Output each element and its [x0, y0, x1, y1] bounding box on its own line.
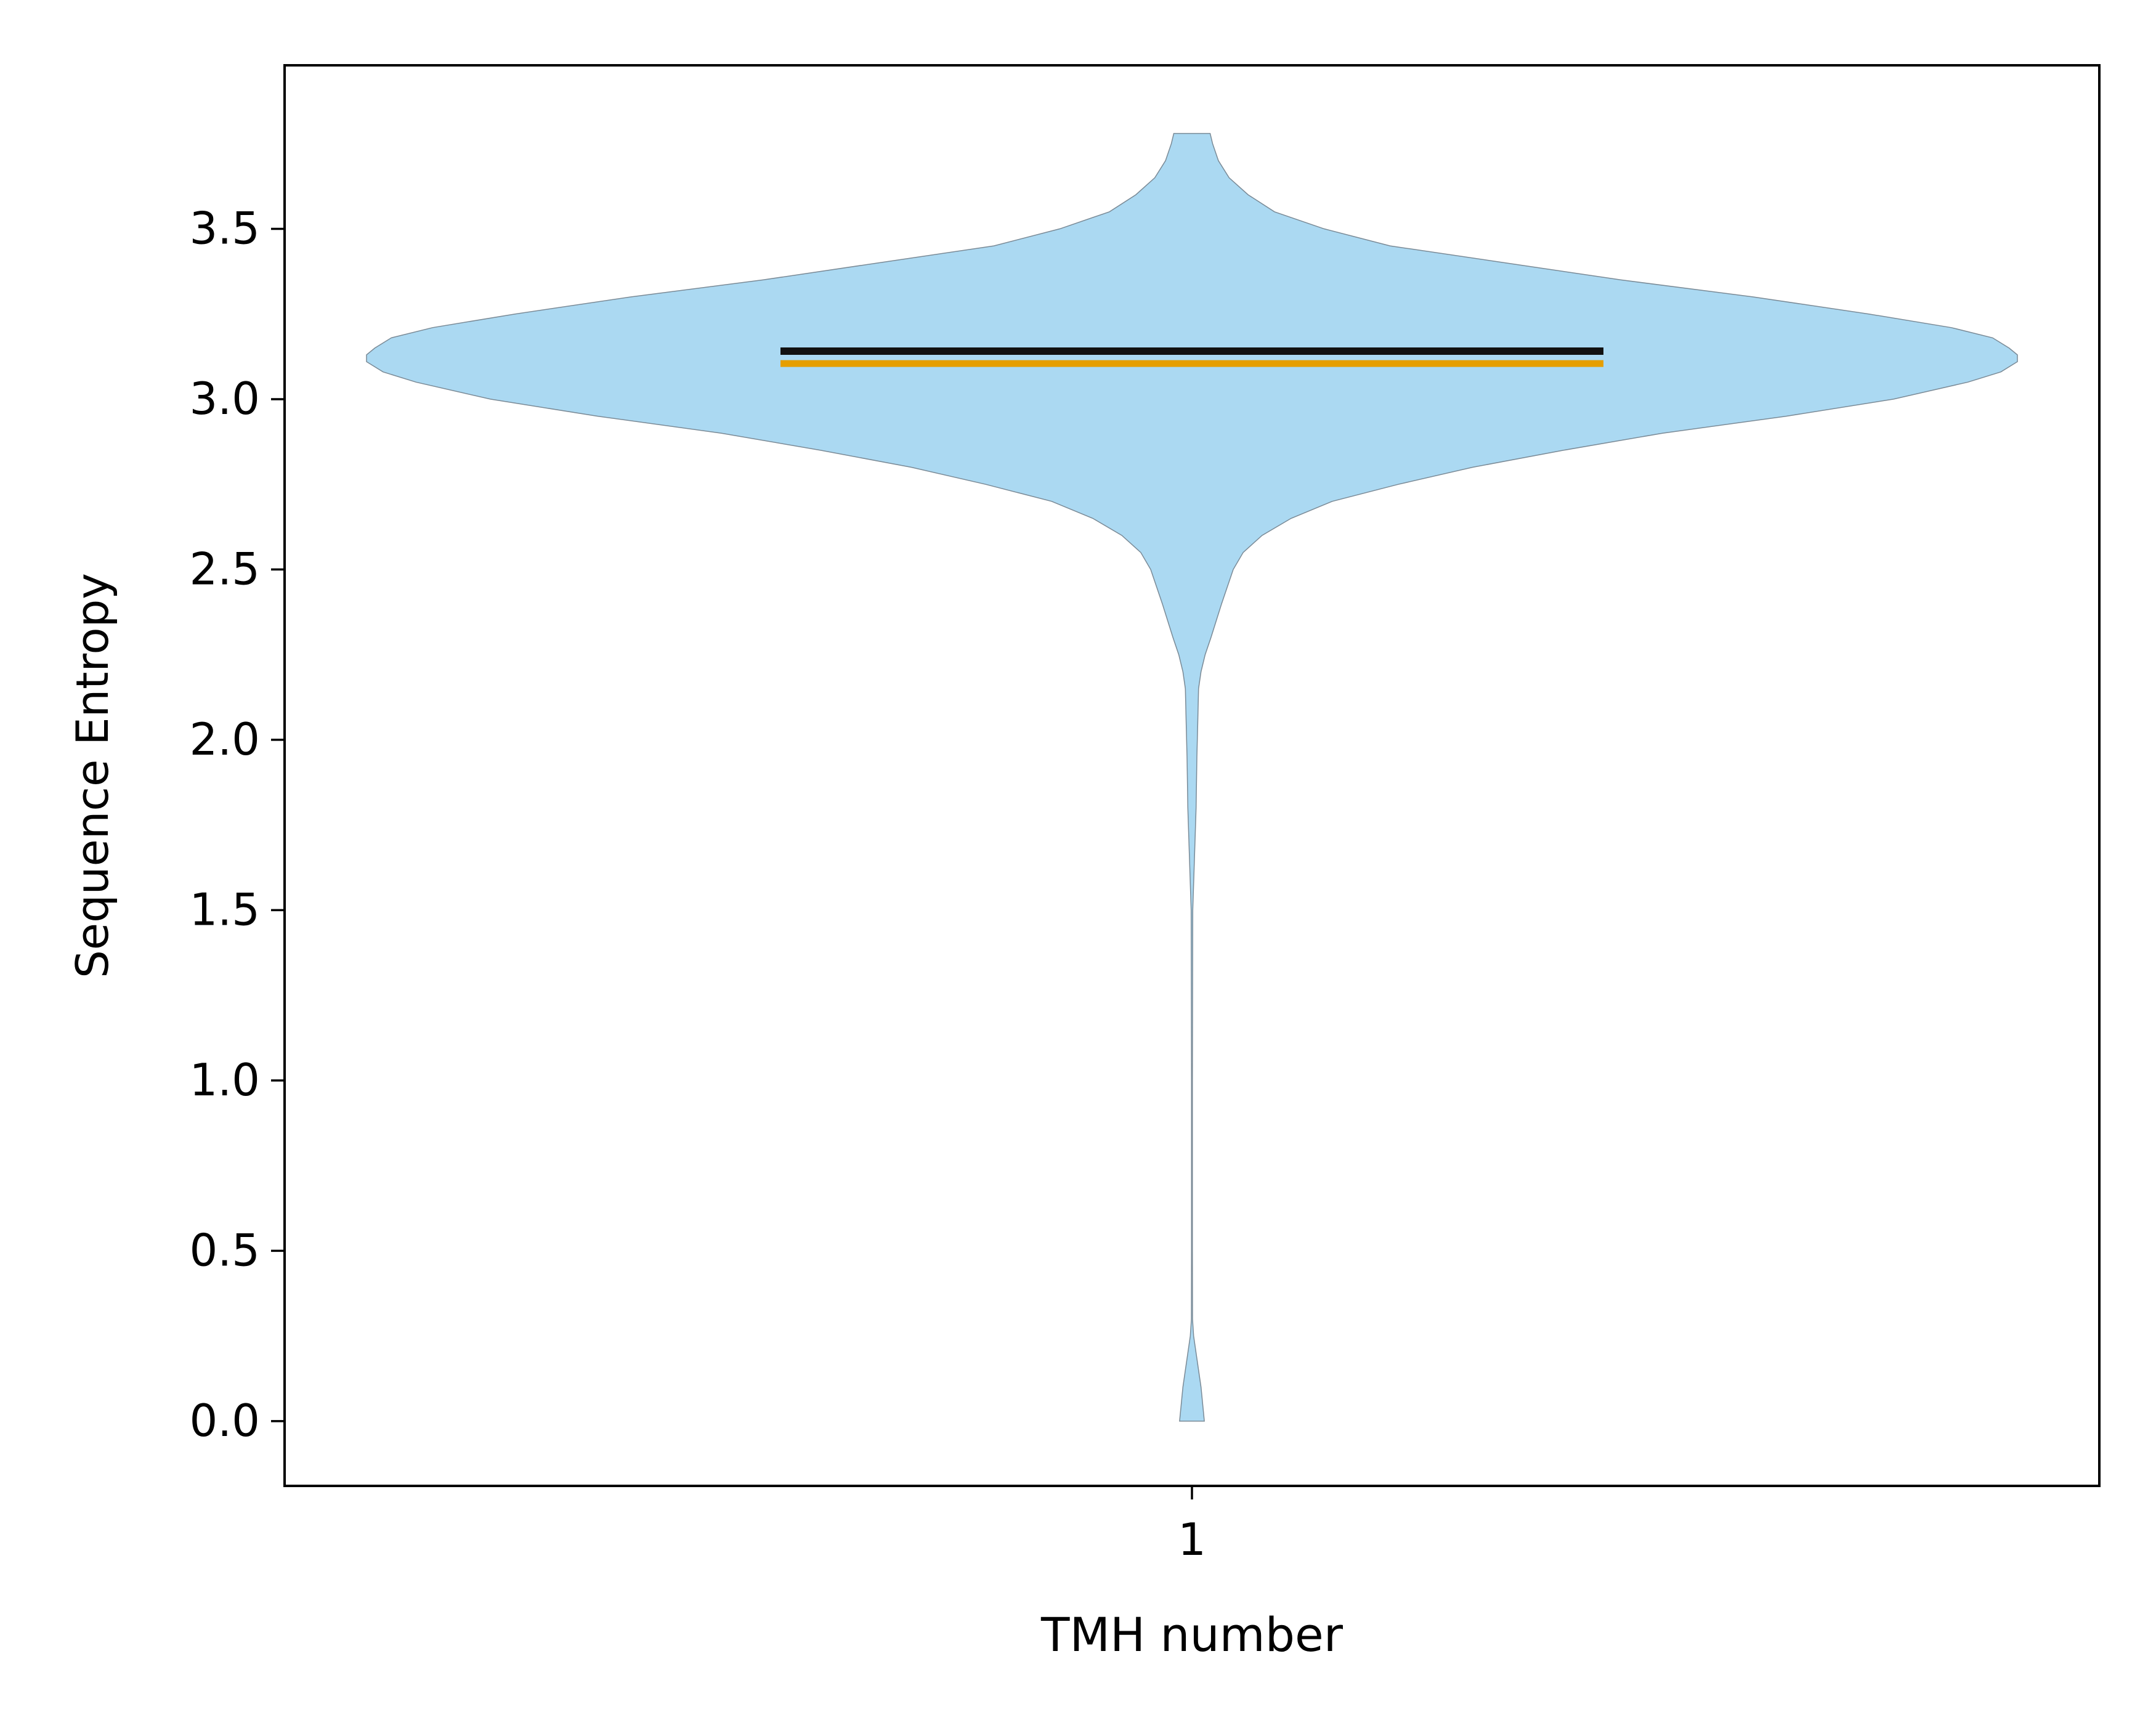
y-tick-label: 2.0 [189, 713, 260, 765]
y-tick-label: 3.0 [189, 373, 260, 424]
x-axis-label: TMH number [1040, 1607, 1343, 1662]
x-tick-label: 1 [1178, 1514, 1206, 1565]
y-tick-label: 2.5 [189, 543, 260, 594]
axes: 0.0 0.5 1.0 1.5 2.0 2.5 3.0 3.5 1 [189, 64, 2101, 1565]
y-tick-label: 3.5 [189, 202, 260, 254]
plot-area [366, 132, 2018, 1422]
y-tick-label: 0.5 [189, 1224, 260, 1276]
violin-body [366, 132, 2018, 1422]
y-tick-label: 1.0 [189, 1054, 260, 1106]
y-tick-label: 1.5 [189, 883, 260, 935]
y-tick-label: 0.0 [189, 1395, 260, 1446]
y-axis-label: Sequence Entropy [67, 573, 118, 978]
